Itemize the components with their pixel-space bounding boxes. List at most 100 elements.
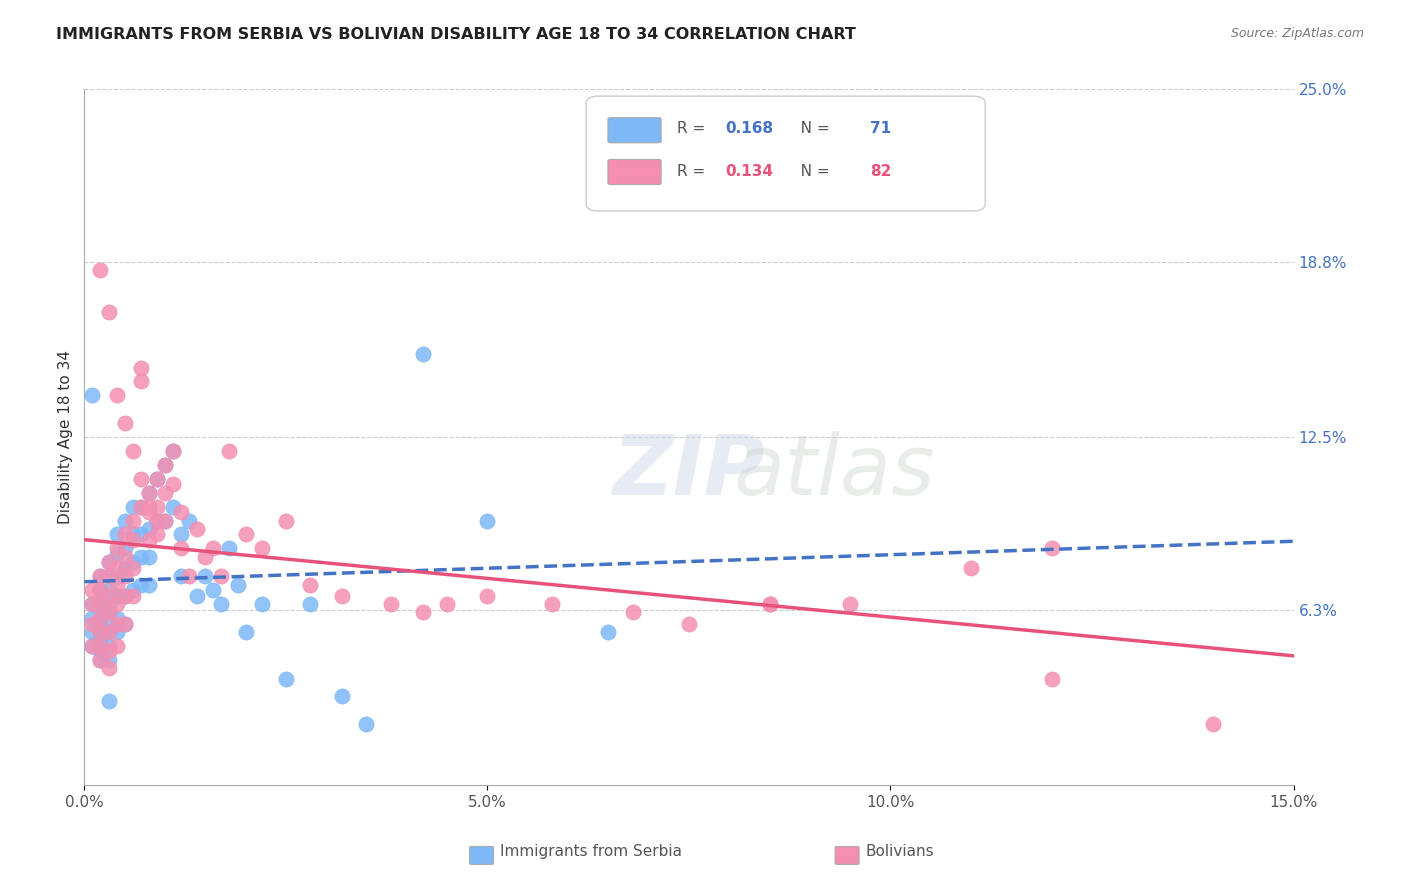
Y-axis label: Disability Age 18 to 34: Disability Age 18 to 34 — [58, 350, 73, 524]
Point — [121, 527, 143, 541]
Point — [89, 624, 111, 639]
Point — [105, 611, 128, 625]
Point — [146, 472, 169, 486]
Point — [89, 616, 111, 631]
Point — [97, 555, 120, 569]
Point — [356, 716, 378, 731]
Point — [97, 569, 120, 583]
Point — [97, 644, 120, 658]
Point — [170, 505, 193, 519]
Point — [121, 561, 143, 575]
Point — [89, 633, 111, 648]
Point — [541, 597, 564, 611]
Point — [153, 485, 176, 500]
Point — [186, 589, 208, 603]
Point — [146, 500, 169, 514]
Point — [105, 541, 128, 556]
Point — [89, 653, 111, 667]
FancyBboxPatch shape — [586, 96, 986, 211]
Point — [114, 549, 136, 564]
Point — [412, 346, 434, 360]
Point — [129, 577, 152, 591]
Point — [274, 672, 297, 686]
Point — [146, 514, 169, 528]
Point — [129, 500, 152, 514]
Point — [121, 533, 143, 547]
Point — [82, 597, 104, 611]
Point — [250, 541, 273, 556]
Text: R =: R = — [676, 120, 710, 136]
Point — [380, 597, 402, 611]
Text: Bolivians: Bolivians — [866, 845, 934, 859]
Point — [97, 305, 120, 319]
Text: ZIP: ZIP — [613, 432, 765, 512]
Point — [129, 527, 152, 541]
Point — [839, 597, 862, 611]
Point — [1040, 672, 1063, 686]
Point — [218, 541, 240, 556]
Point — [105, 639, 128, 653]
Point — [97, 694, 120, 708]
Point — [97, 616, 120, 631]
Point — [758, 597, 780, 611]
Point — [121, 583, 143, 598]
Point — [477, 514, 499, 528]
Point — [153, 458, 176, 472]
Point — [179, 569, 201, 583]
Point — [89, 653, 111, 667]
Point — [235, 527, 257, 541]
Point — [179, 514, 201, 528]
Point — [97, 653, 120, 667]
Point — [129, 549, 152, 564]
Point — [97, 606, 120, 620]
Point — [186, 522, 208, 536]
Point — [330, 689, 353, 703]
Text: R =: R = — [676, 164, 710, 178]
Text: 71: 71 — [870, 120, 891, 136]
Point — [1040, 541, 1063, 556]
Point — [114, 561, 136, 575]
Point — [114, 514, 136, 528]
Point — [105, 616, 128, 631]
Point — [138, 505, 160, 519]
Point — [114, 616, 136, 631]
Text: N =: N = — [786, 164, 834, 178]
Point — [97, 624, 120, 639]
Point — [146, 472, 169, 486]
Point — [82, 616, 104, 631]
Point — [89, 611, 111, 625]
Point — [621, 606, 644, 620]
Point — [97, 661, 120, 675]
Point — [218, 444, 240, 458]
Point — [121, 444, 143, 458]
Point — [412, 606, 434, 620]
Point — [89, 263, 111, 277]
Point — [121, 589, 143, 603]
Point — [82, 624, 104, 639]
Point — [89, 602, 111, 616]
Point — [129, 500, 152, 514]
Point — [202, 583, 225, 598]
Point — [250, 597, 273, 611]
Point — [138, 522, 160, 536]
Point — [82, 597, 104, 611]
Point — [138, 549, 160, 564]
Point — [114, 416, 136, 430]
Point — [114, 616, 136, 631]
Point — [105, 561, 128, 575]
Point — [129, 472, 152, 486]
Point — [758, 597, 780, 611]
Point — [97, 624, 120, 639]
Point — [105, 527, 128, 541]
FancyBboxPatch shape — [607, 160, 661, 185]
Point — [89, 569, 111, 583]
Point — [436, 597, 458, 611]
Text: 0.168: 0.168 — [725, 120, 773, 136]
Point — [105, 577, 128, 591]
Point — [1202, 716, 1225, 731]
Point — [97, 639, 120, 653]
Point — [97, 606, 120, 620]
Point — [97, 589, 120, 603]
Text: N =: N = — [786, 120, 834, 136]
Point — [89, 583, 111, 598]
